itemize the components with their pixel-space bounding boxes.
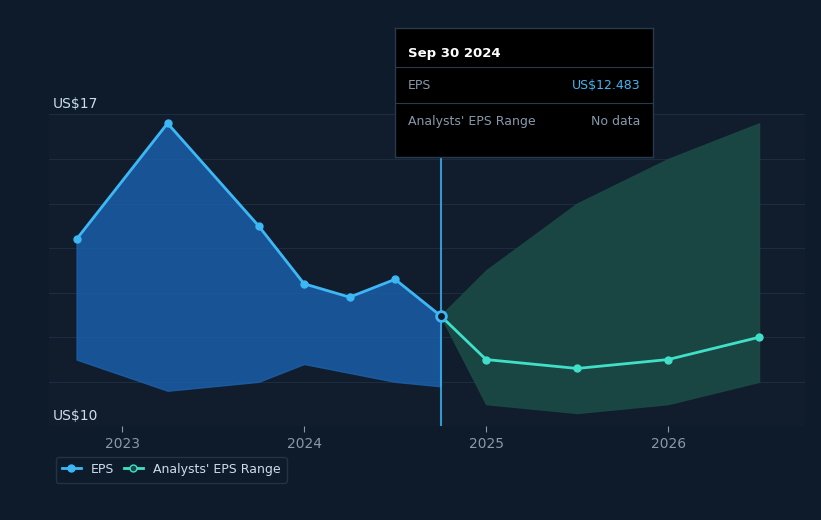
Text: US$17: US$17 [53, 97, 99, 111]
Text: EPS: EPS [408, 80, 432, 93]
Text: Actual: Actual [396, 116, 435, 129]
Text: Analysts' EPS Range: Analysts' EPS Range [408, 114, 536, 127]
Text: No data: No data [591, 114, 640, 127]
Text: US$10: US$10 [53, 409, 99, 423]
Text: Sep 30 2024: Sep 30 2024 [408, 47, 501, 60]
Text: US$12.483: US$12.483 [571, 80, 640, 93]
Text: Analysts Forecasts: Analysts Forecasts [450, 116, 566, 129]
Legend: EPS, Analysts' EPS Range: EPS, Analysts' EPS Range [56, 457, 287, 483]
